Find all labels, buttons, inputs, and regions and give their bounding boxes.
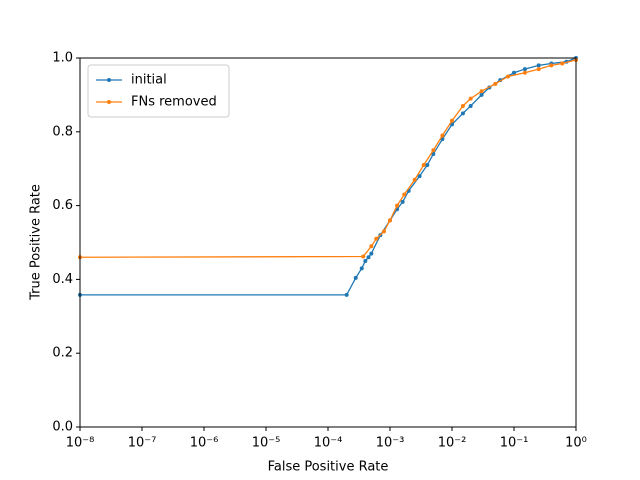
x-tick-label: 10⁻⁴ [314,436,343,451]
y-tick-label: 0.8 [52,124,73,139]
data-point [460,103,465,108]
data-point [536,63,541,68]
x-axis-label: False Positive Rate [268,460,389,475]
data-point [522,70,527,75]
x-tick-label: 10⁻⁸ [66,436,95,451]
x-tick-label: 10⁻⁵ [252,436,281,451]
data-point [479,89,484,94]
data-point [460,111,465,116]
data-point [361,254,366,259]
x-tick-label: 10⁰ [565,436,587,451]
data-point [400,199,405,204]
data-point [344,292,349,297]
data-point [440,133,445,138]
data-point [363,258,368,263]
data-point [450,118,454,123]
data-point [359,266,364,271]
x-tick-label: 10⁻⁷ [128,436,157,451]
legend-box [87,64,230,118]
x-tick-label: 10⁻¹ [500,436,529,451]
data-point [425,163,430,168]
data-point [412,177,417,182]
data-point [493,81,498,86]
y-tick-label: 0.6 [52,198,73,213]
data-point [374,236,379,241]
x-tick-label: 10⁻³ [376,436,405,451]
data-point [522,67,527,72]
y-tick-label: 0.0 [52,420,73,435]
data-point [536,67,541,72]
legend-marker [107,78,111,82]
legend-label: initial [131,73,167,88]
data-point [388,218,392,223]
data-point [369,251,374,256]
data-point [353,275,358,280]
y-tick-label: 1.0 [52,51,73,66]
y-tick-label: 0.2 [52,346,73,361]
data-point [479,92,484,97]
data-point [395,203,400,208]
data-point [431,148,436,153]
data-point [381,229,386,234]
data-point [549,63,554,68]
data-point [468,96,473,101]
y-axis-label: True Positive Rate [29,184,44,301]
data-point [369,244,374,249]
data-point [366,255,371,260]
legend-label: FNs removed [131,95,217,110]
x-tick-label: 10⁻² [438,436,467,451]
y-tick-label: 0.4 [52,272,73,287]
data-point [468,103,473,108]
series-line [80,57,577,296]
legend-marker [107,100,111,104]
data-point [512,70,516,75]
data-point [505,74,510,79]
x-tick-label: 10⁻⁶ [190,436,219,451]
plot-frame [79,57,577,428]
data-point [421,163,426,168]
data-point [402,192,407,197]
data-point [417,174,422,179]
data-point [560,61,565,66]
